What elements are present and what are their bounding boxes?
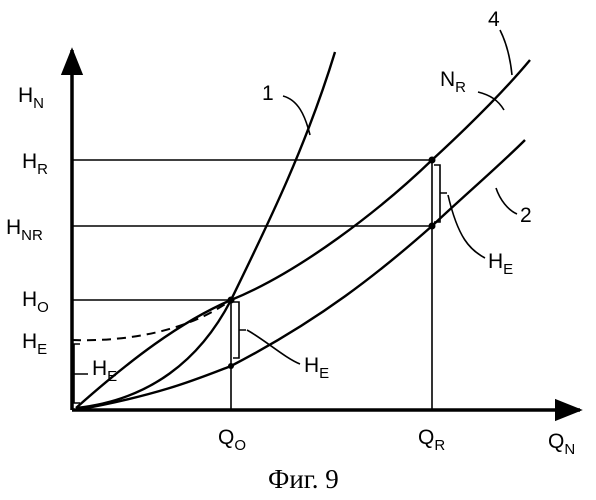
x-axis-title: QN — [548, 430, 575, 458]
y-tick-hnr: HNR — [6, 216, 43, 244]
bracket-he-middle — [233, 302, 246, 358]
leader-he-middle — [247, 330, 300, 364]
bracket-label-middle: HE — [304, 354, 329, 382]
curve-2-label: 2 — [520, 204, 532, 227]
curve-4-label: 4 — [488, 8, 500, 31]
y-tick-he: HE — [22, 330, 47, 358]
x-tick-qr: QR — [418, 426, 445, 454]
leader-curve-4 — [500, 30, 512, 75]
point-r — [429, 157, 436, 164]
y-tick-hr: HR — [22, 150, 48, 178]
bracket-he-left — [74, 344, 88, 403]
y-tick-ho: HO — [22, 288, 49, 316]
point-o-lower — [228, 363, 234, 369]
curve-4-dashed-extension — [72, 300, 231, 340]
point-nr — [429, 223, 436, 230]
bracket-label-right: HE — [488, 250, 513, 278]
figure-caption: Фиг. 9 — [268, 464, 339, 494]
leader-curve-2 — [496, 188, 517, 214]
bracket-label-left: HE — [92, 357, 117, 385]
leader-curve-1 — [283, 96, 310, 135]
x-tick-qo: QO — [218, 426, 246, 454]
leader-he-right — [448, 195, 485, 258]
curve-4-name: NR — [440, 68, 466, 96]
curve-1-label: 1 — [262, 82, 274, 105]
y-axis-title: HN — [18, 84, 44, 112]
curve-2 — [76, 140, 525, 410]
curve-1 — [76, 52, 335, 408]
